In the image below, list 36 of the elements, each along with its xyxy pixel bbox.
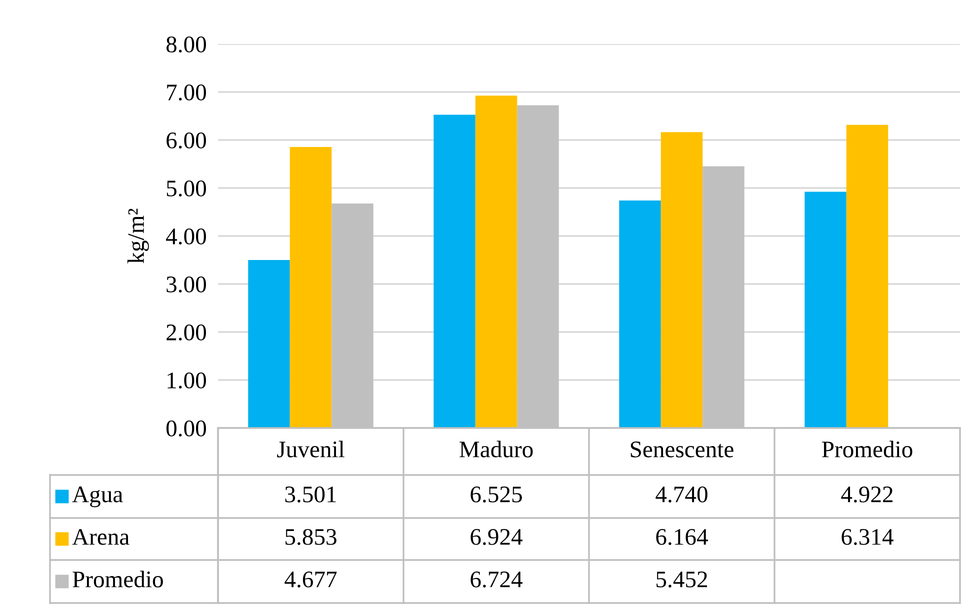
data-label: 5.853 xyxy=(286,528,336,546)
bar xyxy=(475,96,518,428)
data-label: 6.164 xyxy=(656,529,708,546)
y-tick-label: 5.00 xyxy=(166,180,206,197)
data-label: 4.740 xyxy=(656,486,708,503)
y-tick-label: 1.00 xyxy=(168,372,206,389)
x-tick-label: Senescente xyxy=(630,442,734,458)
data-label: 6.525 xyxy=(470,486,522,503)
data-label: 6.924 xyxy=(470,529,522,546)
bar xyxy=(434,114,476,428)
data-label: 5.452 xyxy=(656,572,708,588)
y-axis-title: kg/m² xyxy=(127,208,149,264)
data-label: 6.314 xyxy=(842,529,894,546)
data-label: 6.724 xyxy=(470,572,522,588)
bar xyxy=(846,124,888,428)
legend-label: Agua xyxy=(72,486,123,508)
x-tick-label: Maduro xyxy=(460,440,533,458)
bar xyxy=(804,192,846,428)
bar xyxy=(660,132,703,428)
bar xyxy=(248,260,290,428)
legend-label: Arena xyxy=(72,529,130,545)
y-tick-label: 7.00 xyxy=(167,84,206,101)
y-tick-label: 4.00 xyxy=(166,228,206,245)
bar xyxy=(619,200,661,428)
y-tick-label: 3.00 xyxy=(166,276,206,293)
y-tick-label: 2.00 xyxy=(166,324,206,341)
x-tick-label: Juvenil xyxy=(277,440,344,458)
y-tick-label: 8.00 xyxy=(166,36,206,53)
y-tick-label: 0.00 xyxy=(166,420,206,437)
data-label: 4.677 xyxy=(284,572,337,588)
y-tick-label: 6.00 xyxy=(166,132,206,149)
bar xyxy=(290,147,332,428)
data-label: 3.501 xyxy=(285,486,336,503)
x-tick-label: Promedio xyxy=(822,440,912,458)
data-label: 4.922 xyxy=(841,486,893,503)
legend-label: Promedio xyxy=(72,570,163,588)
